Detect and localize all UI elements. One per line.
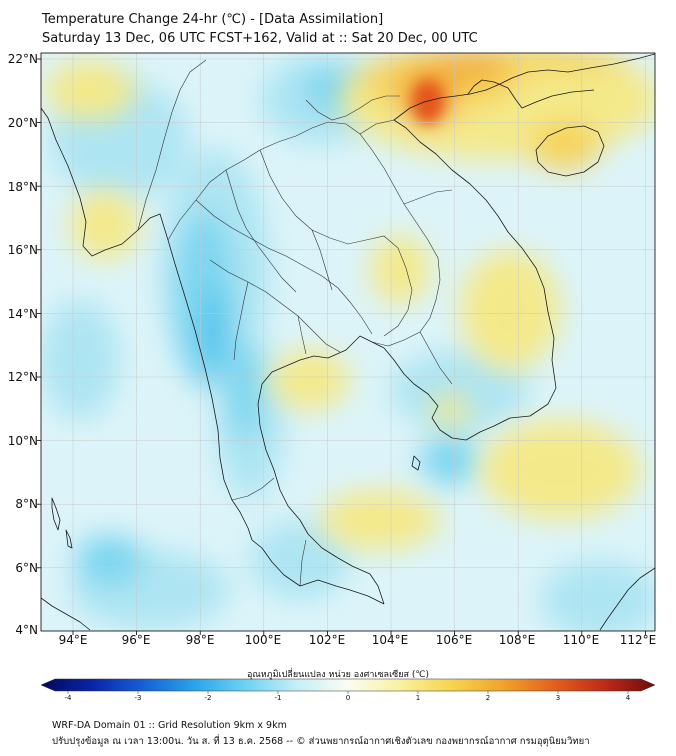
colorbar-tick-label: 2 <box>485 694 491 702</box>
axis-ticks <box>37 58 646 635</box>
colorbar-gradient <box>40 678 656 692</box>
footer-domain-info: WRF-DA Domain 01 :: Grid Resolution 9km … <box>52 720 287 731</box>
colorbar-tick-label: -1 <box>274 694 282 702</box>
lat-label: 6°N <box>15 561 38 575</box>
map-frame <box>40 52 656 632</box>
colorbar-tick-label: -2 <box>204 694 212 702</box>
lat-label: 8°N <box>15 497 38 511</box>
colorbar-tick-label: -4 <box>64 694 72 702</box>
colorbar-title: อุณหภูมิเปลี่ยนแปลง หน่วย องศาเซลเซียส (… <box>246 670 430 680</box>
lon-label: 106°E <box>435 633 473 647</box>
temperature-field <box>41 53 655 631</box>
colorbar <box>40 678 656 694</box>
lon-label: 100°E <box>244 633 282 647</box>
map-title: Temperature Change 24-hr (℃) - [Data Ass… <box>42 12 384 27</box>
colorbar-tick-label: 4 <box>625 694 631 702</box>
lat-label: 16°N <box>7 243 38 257</box>
lon-label: 104°E <box>371 633 409 647</box>
lon-label: 108°E <box>498 633 536 647</box>
lon-label: 102°E <box>308 633 346 647</box>
colorbar-tick-label: -3 <box>134 694 142 702</box>
lon-label: 96°E <box>121 633 151 647</box>
lat-label: 4°N <box>15 623 38 637</box>
lat-label: 10°N <box>7 434 38 448</box>
lon-label: 110°E <box>562 633 600 647</box>
lat-label: 20°N <box>7 116 38 130</box>
lat-label: 12°N <box>7 370 38 384</box>
lat-label: 14°N <box>7 307 38 321</box>
lon-label: 98°E <box>185 633 215 647</box>
lat-label: 18°N <box>7 180 38 194</box>
coastlines <box>41 53 655 631</box>
warm-anomaly-areas <box>45 53 655 550</box>
colorbar-tick-label: 1 <box>415 694 421 702</box>
map-subtitle: Saturday 13 Dec, 06 UTC FCST+162, Valid … <box>42 31 478 46</box>
lat-label: 22°N <box>7 52 38 66</box>
province-borders <box>137 59 453 587</box>
colorbar-tick-label: 3 <box>555 694 561 702</box>
lon-label: 94°E <box>58 633 88 647</box>
footer-credit: ปรับปรุงข้อมูล ณ เวลา 13:00น. วัน ส. ที่… <box>52 736 590 747</box>
graticule <box>41 53 655 631</box>
colorbar-tick-label: 0 <box>345 694 351 702</box>
lon-label: 112°E <box>619 633 657 647</box>
